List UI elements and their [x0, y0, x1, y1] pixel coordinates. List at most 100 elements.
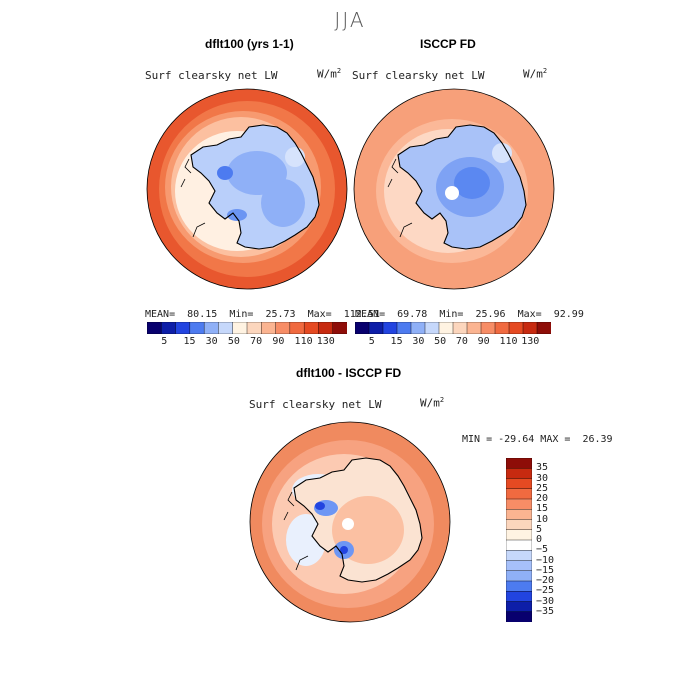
colorbar-tick-label: 30: [412, 336, 425, 347]
colorbar-swatch: [506, 468, 532, 480]
colorbar-tick-label: 110: [294, 336, 313, 347]
map-border: [249, 421, 451, 623]
colorbar-tick-label: −20: [536, 575, 555, 586]
peninsula-coast: [180, 158, 206, 238]
colorbar-swatch: [232, 322, 248, 334]
peninsula-coast: [387, 158, 413, 238]
antarctic-coastline: [397, 124, 527, 250]
colorbar-tick-label: 0: [536, 534, 543, 545]
peninsula-coast: [283, 491, 309, 571]
colorbar-tick-label: −5: [536, 544, 549, 556]
colorbar-swatch: [494, 322, 510, 334]
colorbar-tick-label: 15: [183, 336, 196, 347]
colorbar-swatch: [506, 601, 532, 613]
colorbar-tick-label: 70: [250, 336, 263, 347]
colorbar-tick-label: −25: [536, 585, 555, 597]
colorbar-swatch: [303, 322, 320, 334]
antarctic-coastline: [190, 124, 320, 250]
colorbar-tick-label: 15: [390, 336, 403, 347]
colorbar-swatch: [506, 580, 532, 592]
colorbar-swatch: [275, 322, 291, 334]
colorbar-tick-label: 15: [536, 503, 549, 515]
obs-polar-map: [353, 88, 555, 290]
model-stats: MEAN= 80.15 Min= 25.73 Max= 112.51: [145, 309, 380, 320]
polar-hole: [342, 518, 354, 530]
diff-polar-map: [249, 421, 451, 623]
colorbar-swatch: [452, 322, 468, 334]
colorbar-tick-label: 110: [499, 336, 518, 347]
cold-region: [217, 166, 233, 180]
obs-stats: MEAN= 69.78 Min= 25.96 Max= 92.99: [355, 309, 584, 320]
model-colorbar-labels: 5 15 30 50 70 90 110 130: [147, 336, 347, 350]
map-field: [250, 422, 450, 622]
colorbar-tick-label: 25: [536, 482, 549, 494]
colorbar-swatch: [318, 322, 334, 334]
colorbar-swatch: [203, 322, 220, 334]
map-border: [146, 88, 348, 290]
cold-region: [261, 179, 305, 227]
colorbar-swatch: [506, 519, 532, 531]
colorbar-swatch: [506, 550, 532, 562]
colorbar-tick-label: 35: [536, 462, 549, 474]
colorbar-swatch: [522, 322, 538, 334]
colorbar-swatch: [506, 509, 532, 521]
model-units-label: W/m2: [317, 67, 342, 81]
colorbar-tick-label: −35: [536, 605, 555, 617]
colorbar-swatch: [410, 322, 426, 334]
colorbar-tick-label: 50: [227, 336, 240, 347]
colorbar-swatch: [147, 322, 162, 334]
colorbar-swatch: [506, 529, 532, 541]
obs-units-label: W/m2: [523, 67, 548, 81]
colorbar-tick-label: 130: [521, 336, 540, 347]
colorbar-tick-label: 90: [272, 336, 285, 347]
colorbar-swatch: [246, 322, 262, 334]
colorbar-swatch: [289, 322, 305, 334]
colorbar-tick-label: 70: [455, 336, 468, 347]
colorbar-swatch: [506, 570, 532, 582]
colorbar-swatch: [506, 478, 532, 490]
colorbar-swatch: [438, 322, 454, 334]
colorbar-tick-label: 5: [368, 336, 375, 347]
diff-units-label: W/m2: [420, 396, 445, 410]
colorbar-swatch: [175, 322, 191, 334]
diff-colorbar: [506, 458, 532, 622]
colorbar-swatch: [355, 322, 370, 334]
diff-variable-label: Surf clearsky net LW: [249, 398, 382, 411]
negative-region: [340, 546, 348, 554]
negative-region: [315, 502, 325, 510]
diff-colorbar-labels: 35 30 25 20 15 10 5 0 −5 −10 −15 −20 −25 −30 −35: [536, 458, 576, 622]
map-field: [354, 89, 554, 289]
diff-panel-title: dflt100 - ISCCP FD: [296, 366, 402, 380]
model-variable-label: Surf clearsky net LW: [145, 69, 278, 82]
colorbar-swatch: [506, 611, 532, 622]
mild-region: [492, 143, 512, 163]
colorbar-tick-label: 30: [205, 336, 218, 347]
obs-panel-title: ISCCP FD: [420, 37, 476, 51]
colorbar-swatch: [396, 322, 412, 334]
colorbar-swatch: [508, 322, 524, 334]
colorbar-tick-label: 90: [477, 336, 490, 347]
colorbar-swatch: [382, 322, 398, 334]
obs-colorbar-labels: 5 15 30 50 70 90 110 130: [355, 336, 551, 350]
colorbar-swatch: [332, 322, 347, 334]
season-title: JJA: [334, 8, 366, 32]
colorbar-swatch: [480, 322, 496, 334]
model-colorbar: [147, 322, 347, 334]
colorbar-tick-label: 50: [434, 336, 447, 347]
colorbar-swatch: [506, 539, 532, 551]
colorbar-swatch: [466, 322, 482, 334]
colorbar-tick-label: −30: [536, 595, 555, 607]
colorbar-tick-label: −10: [536, 554, 555, 566]
colorbar-tick-label: −15: [536, 564, 555, 576]
mild-region: [285, 147, 305, 167]
colorbar-swatch: [536, 322, 551, 334]
colorbar-swatch: [261, 322, 277, 334]
obs-variable-label: Surf clearsky net LW: [352, 69, 485, 82]
colorbar-swatch: [506, 591, 532, 603]
polar-hole: [445, 186, 459, 200]
model-panel-title: dflt100 (yrs 1-1): [205, 37, 294, 51]
diff-minmax: MIN = -29.64 MAX = 26.39: [462, 434, 613, 445]
cold-region: [227, 209, 247, 221]
colorbar-swatch: [189, 322, 205, 334]
colorbar-tick-label: 30: [536, 472, 549, 484]
